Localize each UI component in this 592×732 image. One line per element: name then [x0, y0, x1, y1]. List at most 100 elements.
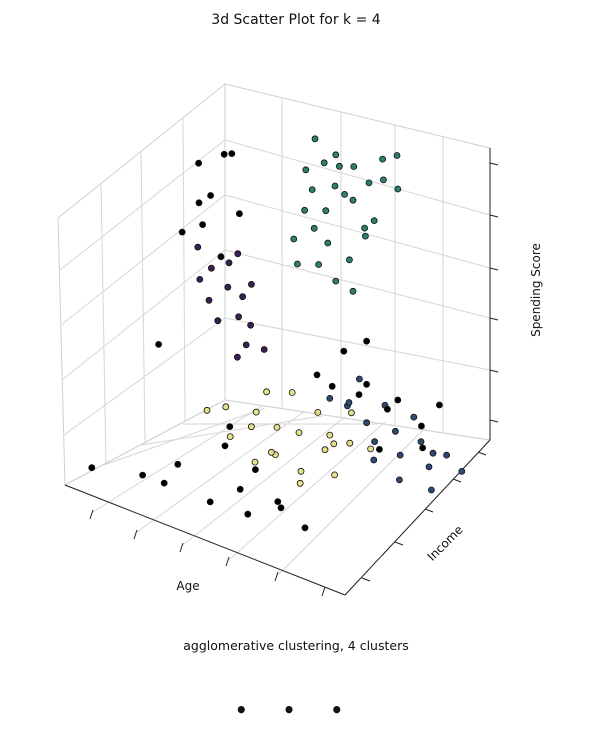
scatter-point-cluster-3 [330, 440, 338, 448]
scatter-point-cluster-3 [295, 429, 303, 437]
z-axis-label: Spending Score [529, 243, 543, 337]
scatter-point-cluster-0 [277, 504, 285, 512]
pagination-dots: • • • [234, 698, 358, 722]
age-tick [179, 542, 184, 553]
scatter-point-cluster-1 [225, 259, 233, 267]
scatter-point-cluster-4 [410, 413, 418, 421]
income-tick [452, 478, 462, 483]
scatter-point-cluster-0 [160, 479, 168, 487]
scatter-point-cluster-0 [226, 423, 234, 431]
scatter-point-cluster-4 [363, 419, 371, 427]
scatter-point-cluster-1 [214, 317, 222, 325]
grid-line [277, 427, 426, 576]
scatter-point-cluster-1 [207, 264, 215, 272]
scatter-point-cluster-1 [239, 293, 247, 301]
scatter-point-cluster-0 [88, 464, 96, 472]
scatter-point-cluster-3 [331, 471, 339, 479]
scatter-point-cluster-0 [363, 337, 371, 345]
scatter-3d-chart: 3d Scatter Plot for k = 4 [57, 12, 543, 597]
scatter-point-cluster-0 [274, 498, 282, 506]
scatter-point-cluster-4 [458, 467, 466, 475]
scatter-point-cluster-1 [247, 280, 255, 288]
grid-line [140, 150, 146, 443]
back-right-pane [224, 83, 491, 441]
income-tick [477, 451, 487, 456]
scatter-point-cluster-0 [251, 466, 259, 474]
age-tick [274, 571, 279, 582]
age-tick [133, 529, 138, 540]
scatter-point-cluster-4 [396, 451, 404, 459]
scatter-point-cluster-0 [313, 371, 321, 379]
scatter-point-cluster-3 [346, 439, 354, 447]
scatter-point-cluster-0 [178, 228, 186, 236]
chart-container: 3d Scatter Plot for k = 4 [57, 12, 543, 597]
scatter-point-cluster-2 [349, 196, 357, 204]
scatter-point-cluster-0 [207, 192, 215, 199]
scatter-point-cluster-4 [417, 438, 425, 446]
scatter-point-cluster-2 [365, 179, 373, 187]
scatter-point-cluster-0 [328, 382, 336, 390]
grid-line [182, 117, 186, 422]
scatter-point-cluster-1 [205, 296, 213, 304]
scatter-point-cluster-2 [308, 186, 316, 194]
scatter-point-cluster-0 [174, 460, 182, 468]
grid-line [228, 421, 386, 561]
scatter-point-cluster-3 [314, 408, 322, 416]
income-tick [394, 541, 404, 546]
scatter-point-cluster-0 [383, 405, 391, 413]
scatter-point-cluster-3 [267, 448, 275, 456]
scatter-point-cluster-0 [221, 442, 229, 450]
scatter-point-cluster-1 [196, 275, 204, 283]
scatter-point-cluster-4 [370, 456, 378, 464]
scatter-point-cluster-2 [301, 206, 309, 214]
back-left-pane [57, 82, 226, 486]
scatter-point-cluster-4 [371, 438, 379, 446]
grid-line [100, 182, 107, 464]
scatter-point-cluster-3 [247, 423, 255, 431]
scatter-point-cluster-0 [340, 347, 348, 355]
scatter-point-cluster-2 [394, 185, 402, 193]
chart-title: 3d Scatter Plot for k = 4 [211, 12, 380, 28]
grid-line [60, 194, 226, 326]
scatter-point-cluster-4 [395, 476, 403, 484]
scatter-point-cluster-0 [195, 159, 203, 167]
scatter-point-cluster-2 [345, 256, 353, 264]
scatter-point-cluster-0 [417, 422, 425, 430]
grid-line [61, 249, 226, 381]
scatter-point-cluster-2 [331, 182, 339, 190]
scatter-point-cluster-0 [375, 445, 383, 453]
grid-line [136, 410, 306, 533]
scatter-point-cluster-1 [234, 250, 242, 258]
scatter-point-cluster-0 [363, 380, 371, 388]
spending-tick [489, 317, 499, 321]
grid-line [100, 407, 266, 467]
scatter-point-cluster-0 [155, 340, 163, 348]
scatter-point-cluster-2 [322, 207, 330, 215]
y-axis-label: Income [425, 523, 466, 564]
income-axis-line [344, 439, 491, 596]
grid-line [224, 139, 491, 216]
scatter-point-cluster-2 [361, 224, 369, 232]
scatter-point-cluster-2 [361, 232, 369, 240]
spending-tick [489, 214, 499, 218]
scatter-point-cluster-3 [288, 389, 296, 396]
scatter-point-cluster-2 [350, 163, 358, 170]
x-axis-label: Age [176, 579, 199, 593]
scatter-point-cluster-0 [217, 253, 225, 261]
spending-tick [489, 369, 499, 373]
scatter-point-cluster-0 [244, 510, 252, 518]
scatter-point-cluster-2 [315, 261, 323, 268]
grid-line [224, 194, 491, 269]
scatter-point-cluster-1 [194, 243, 202, 251]
grid-panes [57, 82, 492, 596]
scatter-point-cluster-2 [379, 176, 387, 184]
scatter-point-cluster-1 [242, 341, 250, 349]
income-tick [361, 577, 371, 582]
scatter-point-cluster-3 [321, 446, 329, 454]
scatter-point-cluster-3 [297, 467, 305, 475]
scatter-point-cluster-3 [252, 408, 260, 416]
scatter-point-cluster-3 [226, 433, 234, 441]
scatter-point-cluster-0 [220, 150, 228, 158]
scatter-point-cluster-2 [349, 287, 357, 295]
scatter-point-cluster-3 [263, 388, 271, 396]
